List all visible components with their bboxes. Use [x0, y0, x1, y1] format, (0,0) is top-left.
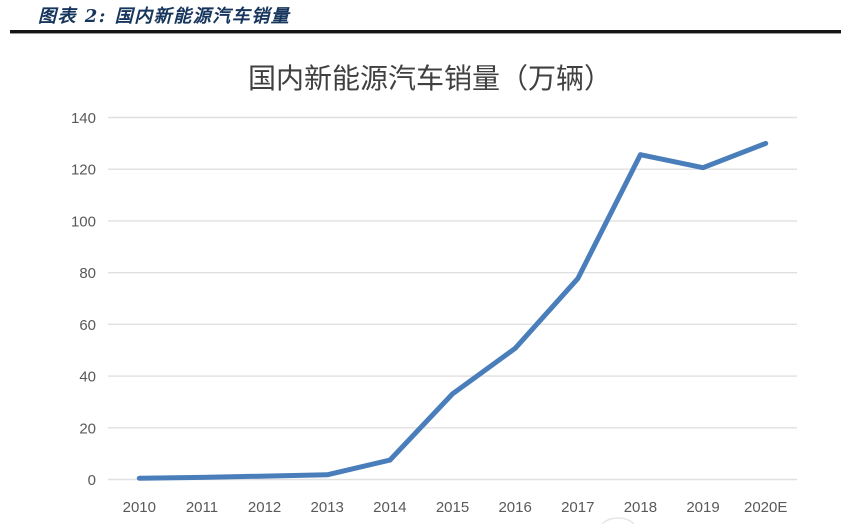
y-axis-tick-label: 120	[71, 162, 96, 179]
y-axis-tick-label: 20	[79, 420, 96, 437]
x-axis-tick-label: 2010	[123, 499, 156, 516]
figure-caption: 图表 2: 国内新能源汽车销量	[38, 6, 291, 27]
x-axis-tick-label: 2019	[686, 499, 719, 516]
x-axis-tick-label: 2018	[624, 499, 657, 516]
x-axis-tick-label: 2017	[561, 499, 594, 516]
caption-divider-line	[10, 30, 841, 33]
chart-title: 国内新能源汽车销量（万辆）	[247, 62, 612, 95]
y-axis-tick-label: 40	[79, 369, 96, 386]
x-axis-tick-label: 2011	[186, 499, 218, 516]
x-axis-tick-label: 2013	[311, 499, 344, 516]
x-axis-tick-label: 2014	[373, 499, 406, 516]
y-axis-tick-label: 140	[71, 110, 96, 127]
watermark-arc	[601, 517, 635, 524]
x-axis-tick-label: 2020E	[744, 499, 787, 516]
y-axis-tick-label: 100	[71, 213, 96, 230]
y-axis-tick-label: 0	[88, 472, 96, 489]
x-axis-tick-label: 2012	[248, 499, 281, 516]
y-axis-tick-label: 80	[79, 265, 96, 282]
x-axis-tick-label: 2015	[436, 499, 469, 516]
x-axis-tick-label: 2016	[498, 499, 531, 516]
y-axis-tick-label: 60	[79, 317, 96, 334]
series-line	[136, 140, 769, 481]
